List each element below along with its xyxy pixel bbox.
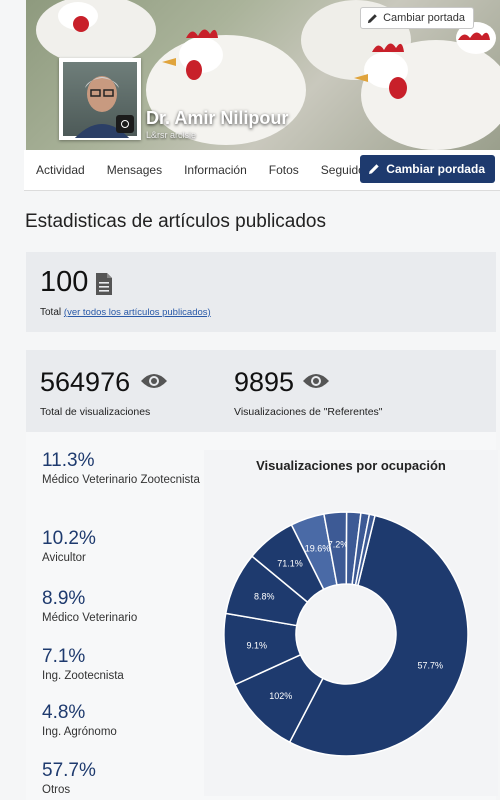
occupation-label: Médico Veterinario Zootecnista	[42, 474, 200, 486]
occupation-label: Avicultor	[42, 552, 86, 564]
total-articles-panel: 100 Total (ver todos los artículos publi…	[26, 252, 496, 332]
camera-icon[interactable]	[116, 115, 134, 133]
donut-chart: 57.7% 102% 9.1% 8.8% 71.1%19.6%7.2%	[223, 511, 469, 757]
change-cover-button-top[interactable]: Cambiar portada	[360, 7, 474, 29]
donut-slice[interactable]	[354, 513, 376, 587]
list-item: 4.8% Ing. Agrónomo	[42, 702, 117, 740]
cover-photo: Cambiar portada Dr. Amir Nilipour L&rsr …	[26, 0, 500, 150]
profile-subtitle: L&rsr arclsie	[146, 130, 197, 140]
slice-label: 7.2%	[328, 539, 349, 549]
occupation-label: Otros	[42, 784, 71, 796]
occupation-label: Médico Veterinario	[42, 612, 138, 624]
list-item: 10.2% Avicultor	[42, 528, 96, 566]
slice-label: 19.6%	[305, 544, 331, 554]
referrer-views-label: Visualizaciones de "Referentes"	[234, 406, 383, 418]
slice-label: 9.1%	[246, 641, 267, 651]
donut-slice[interactable]	[288, 514, 469, 757]
total-label-text: Total	[40, 307, 62, 318]
profile-avatar[interactable]	[59, 58, 141, 140]
occupation-percent: 57.7%	[42, 760, 96, 781]
slice-label: 102%	[269, 691, 292, 701]
slice-label: 8.8%	[254, 591, 275, 601]
occupation-breakdown: 11.3% Médico Veterinario Zootecnista 10.…	[26, 432, 498, 800]
tab-information[interactable]: Información	[184, 163, 247, 177]
referrer-views-value: 9895	[234, 367, 295, 397]
profile-name: Dr. Amir Nilipour	[146, 108, 289, 128]
tab-photos[interactable]: Fotos	[268, 163, 299, 177]
change-cover-label: Cambiar portada	[383, 12, 465, 24]
eye-icon	[303, 374, 329, 388]
change-cover-button-label: Cambiar pordada	[386, 162, 485, 176]
occupation-percent: 8.9%	[42, 588, 86, 609]
occupation-percent: 10.2%	[42, 528, 96, 549]
occupation-percent: 4.8%	[42, 702, 86, 723]
eye-icon	[141, 374, 167, 388]
occupation-label: Ing. Zootecnista	[42, 670, 124, 682]
list-item: 7.1% Ing. Zootecnista	[42, 646, 124, 684]
change-cover-button[interactable]: Cambiar pordada	[360, 155, 495, 183]
slice-label: 57.7%	[417, 661, 443, 671]
tab-messages[interactable]: Mensages	[106, 163, 163, 177]
document-icon	[96, 273, 112, 295]
page-title: Estadisticas de artículos publicados	[25, 211, 326, 232]
occupation-percent: 11.3%	[42, 450, 95, 471]
profile-nav: Actividad Mensages Información Fotos Seg…	[24, 150, 500, 191]
cover-chickens-image	[36, 0, 500, 150]
total-articles-count: 100	[40, 266, 89, 298]
total-views-value: 564976	[40, 367, 131, 397]
total-articles-label: Total (ver todos los artículos publicado…	[40, 307, 211, 318]
list-item: 11.3% Médico Veterinario Zootecnista	[42, 450, 200, 488]
views-panel: 564976 Total de visualizaciones 9895 Vis…	[26, 350, 496, 432]
total-views-label: Total de visualizaciones	[40, 406, 151, 418]
list-item: 57.7% Otros	[42, 760, 96, 798]
slice-label: 71.1%	[277, 559, 303, 569]
list-item: 8.9% Médico Veterinario	[42, 588, 137, 626]
occupation-chart-card: Visualizaciones por ocupación 57.7% 102% 9…	[204, 450, 498, 796]
pencil-icon	[367, 13, 377, 23]
occupation-label: Ing. Agrónomo	[42, 726, 117, 738]
occupation-percent: 7.1%	[42, 646, 86, 667]
view-all-articles-link[interactable]: (ver todos los artículos publicados)	[63, 307, 211, 318]
tab-activity[interactable]: Actividad	[36, 163, 85, 177]
pencil-icon	[369, 164, 379, 174]
chart-title: Visualizaciones por ocupación	[256, 458, 446, 473]
